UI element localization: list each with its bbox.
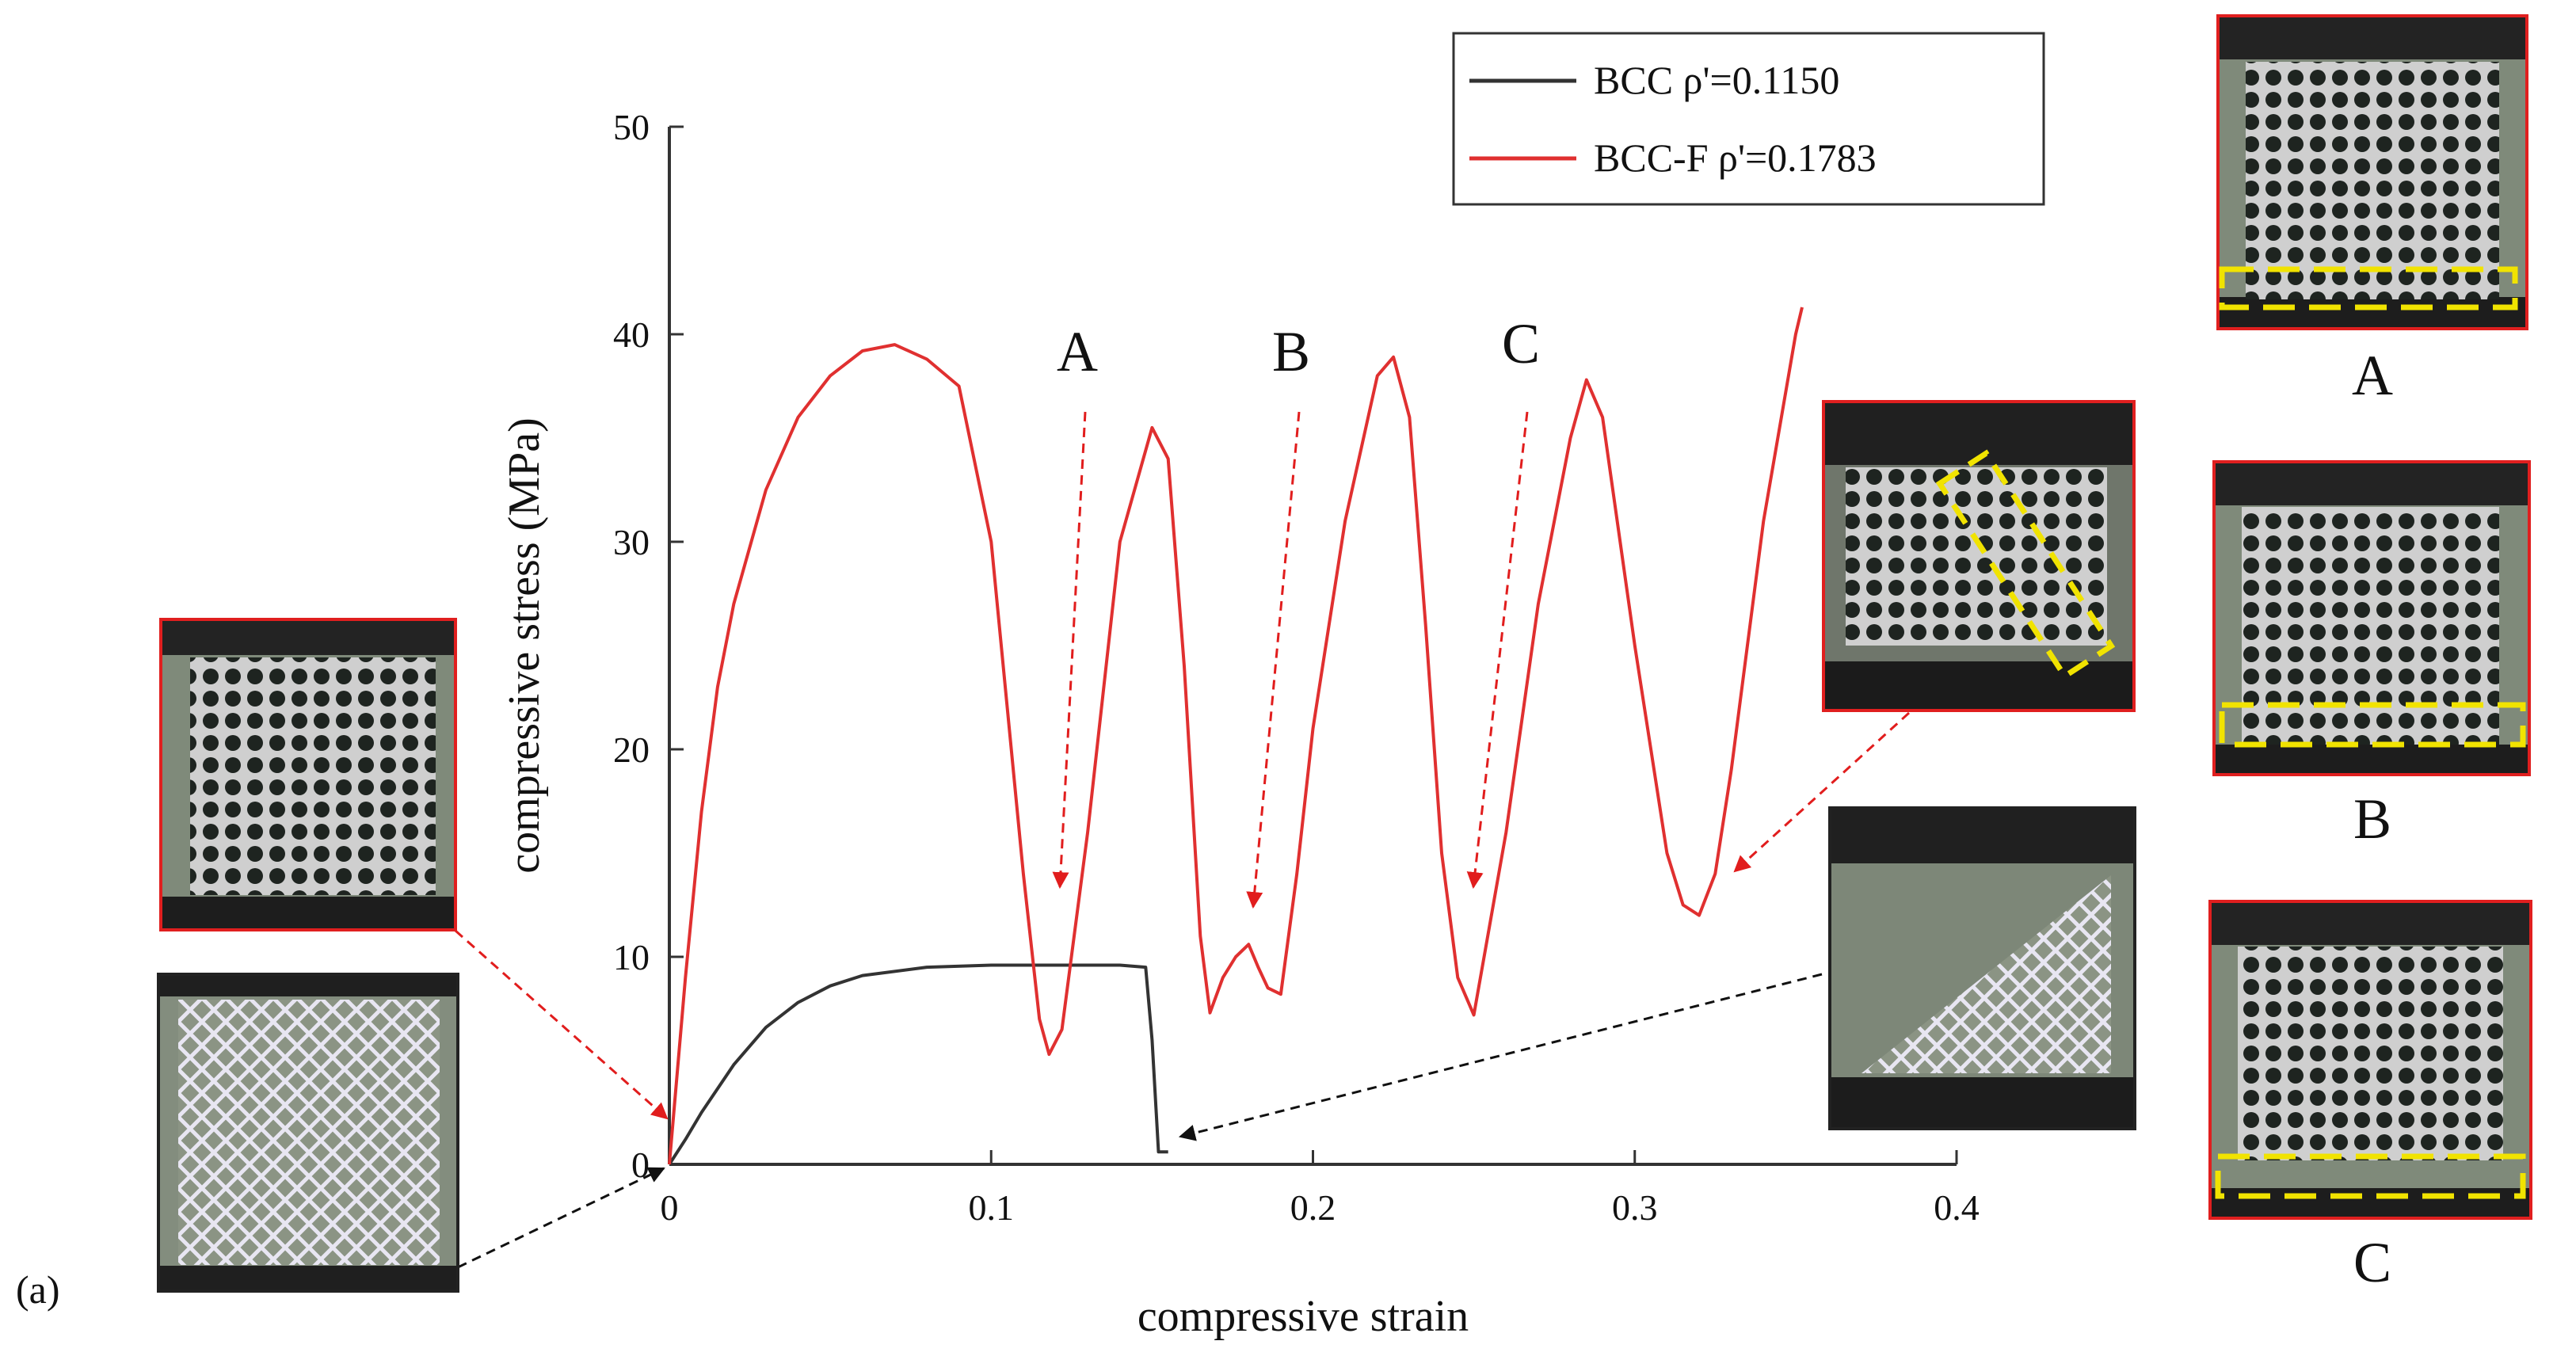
x-tick-label: 0 <box>661 1187 679 1228</box>
x-tick-label: 0.3 <box>1612 1187 1658 1228</box>
callout-arrow-b <box>1246 411 1301 909</box>
inset-bcc-f-final <box>1822 400 2136 712</box>
inset-state-b <box>2212 460 2531 776</box>
legend-label-bcc: BCC ρ'=0.1150 <box>1594 58 1839 102</box>
y-axis-label: compressive stress (MPa) <box>500 417 549 873</box>
state-a-highlight-box <box>2219 266 2518 310</box>
legend-label-bcc-f: BCC-F ρ'=0.1783 <box>1594 135 1877 180</box>
inset-caption-c: C <box>2353 1231 2391 1294</box>
series-line-bcc-f <box>668 307 1804 1165</box>
inset-caption-b: B <box>2353 787 2391 851</box>
x-tick-label: 0.2 <box>1290 1187 1336 1228</box>
connectors <box>455 711 1911 1269</box>
series-layer <box>668 307 1804 1166</box>
callout-label-c: C <box>1502 312 1540 375</box>
legend: BCC ρ'=0.1150 BCC-F ρ'=0.1783 <box>1452 32 2045 206</box>
x-axis-label: compressive strain <box>1137 1292 1469 1341</box>
legend-box <box>1452 32 2045 206</box>
connector-bcc-initial <box>457 1167 665 1269</box>
series-line-bcc <box>668 963 1168 1166</box>
state-c-highlight-box <box>2215 1153 2526 1199</box>
y-tick-label: 40 <box>613 314 650 355</box>
callout-arrow-c <box>1466 411 1529 890</box>
inset-state-a <box>2216 14 2528 330</box>
x-tick-label: 0.1 <box>969 1187 1015 1228</box>
y-tick-label: 30 <box>613 522 650 562</box>
callout-label-b: B <box>1272 320 1310 383</box>
y-tick-label: 10 <box>613 937 650 977</box>
y-tick-label: 50 <box>613 107 650 147</box>
y-tick-label: 20 <box>613 730 650 770</box>
inset-state-c <box>2208 900 2532 1220</box>
y-tick-label: 0 <box>631 1145 650 1185</box>
inset-caption-a: A <box>2352 344 2393 407</box>
y-ticks: 0 10 20 30 40 50 <box>613 107 684 1185</box>
inset-bcc-f-initial <box>159 618 457 931</box>
x-tick-label: 0.4 <box>1934 1187 1980 1228</box>
x-ticks: 0 0.1 0.2 0.3 0.4 <box>661 1150 1980 1228</box>
connector-bcc-final <box>1178 973 1823 1141</box>
state-b-highlight-box <box>2219 702 2526 748</box>
callout-label-a: A <box>1057 320 1098 383</box>
panel-label: (a) <box>16 1267 60 1312</box>
bcc-f-final-highlight-box <box>1935 449 2116 680</box>
inset-bcc-initial <box>157 973 459 1293</box>
connector-bcc-f-final <box>1733 711 1911 873</box>
axes <box>668 127 1957 1166</box>
callouts: A B C <box>1052 312 1540 909</box>
callout-arrow-a <box>1052 411 1087 890</box>
inset-bcc-final <box>1828 806 2136 1130</box>
